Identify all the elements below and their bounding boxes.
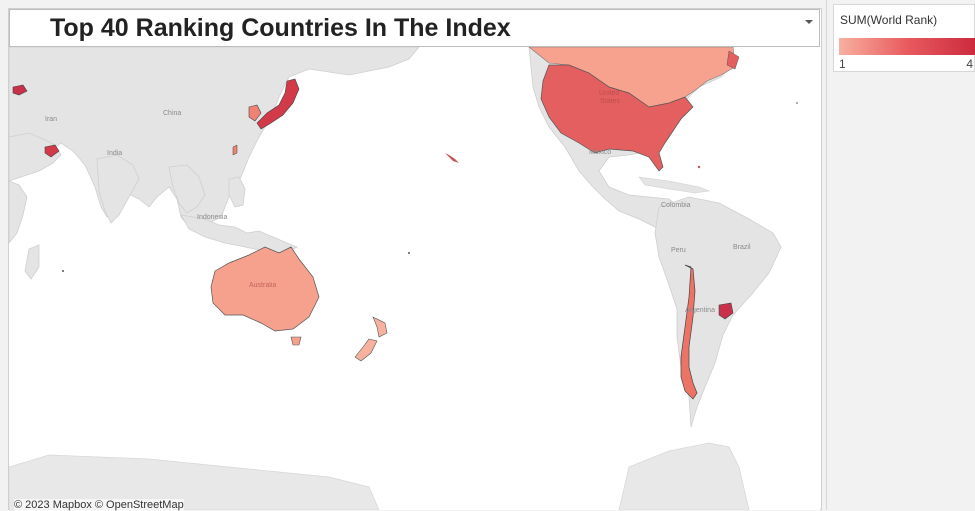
antarctica bbox=[9, 454, 380, 510]
country-uae[interactable] bbox=[44, 144, 60, 158]
arabia-landmass bbox=[9, 132, 62, 182]
indonesia-islands bbox=[180, 214, 298, 254]
label-peru: Peru bbox=[671, 247, 686, 254]
label-united-states-2: States bbox=[600, 98, 620, 105]
country-united-states[interactable] bbox=[540, 64, 694, 172]
label-indonesia: Indonesia bbox=[197, 214, 227, 221]
country-taiwan[interactable] bbox=[232, 144, 238, 156]
country-uruguay[interactable] bbox=[718, 302, 734, 320]
label-colombia: Colombia bbox=[661, 202, 691, 209]
label-india: India bbox=[107, 150, 122, 157]
color-legend: SUM(World Rank) 1 4 bbox=[833, 4, 975, 72]
label-iran: Iran bbox=[45, 116, 57, 123]
label-china: China bbox=[163, 110, 181, 117]
legend-min-label: 1 bbox=[839, 57, 846, 71]
map-attribution[interactable]: © 2023 Mapbox © OpenStreetMap bbox=[14, 499, 184, 511]
label-mexico: Mexico bbox=[589, 149, 611, 156]
label-united-states-1: United bbox=[599, 90, 619, 97]
legend-max-label: 4 bbox=[966, 57, 973, 71]
country-cyprus[interactable] bbox=[12, 84, 28, 96]
label-argentina: Argentina bbox=[685, 307, 715, 314]
label-brazil: Brazil bbox=[733, 244, 751, 251]
page-title: Top 40 Ranking Countries In The Index bbox=[50, 14, 511, 42]
africa-edge bbox=[9, 180, 28, 244]
dropdown-arrow-icon[interactable] bbox=[803, 16, 815, 28]
india-landmass bbox=[96, 154, 140, 224]
legend-color-ramp bbox=[839, 38, 975, 55]
country-chile[interactable] bbox=[680, 264, 698, 400]
choropleth-map[interactable]: Iran China India Indonesia Mexico Colomb… bbox=[9, 47, 820, 510]
pane-divider bbox=[826, 0, 827, 510]
country-japan[interactable] bbox=[256, 78, 300, 130]
country-australia[interactable] bbox=[210, 246, 320, 332]
label-australia: Australia bbox=[249, 282, 276, 289]
country-south-korea[interactable] bbox=[248, 104, 262, 122]
country-new-zealand[interactable] bbox=[372, 316, 388, 338]
philippines-islands bbox=[228, 176, 246, 208]
sea-landmass bbox=[168, 164, 206, 214]
title-bar[interactable]: Top 40 Ranking Countries In The Index bbox=[9, 9, 820, 47]
legend-title: SUM(World Rank) bbox=[840, 13, 938, 27]
